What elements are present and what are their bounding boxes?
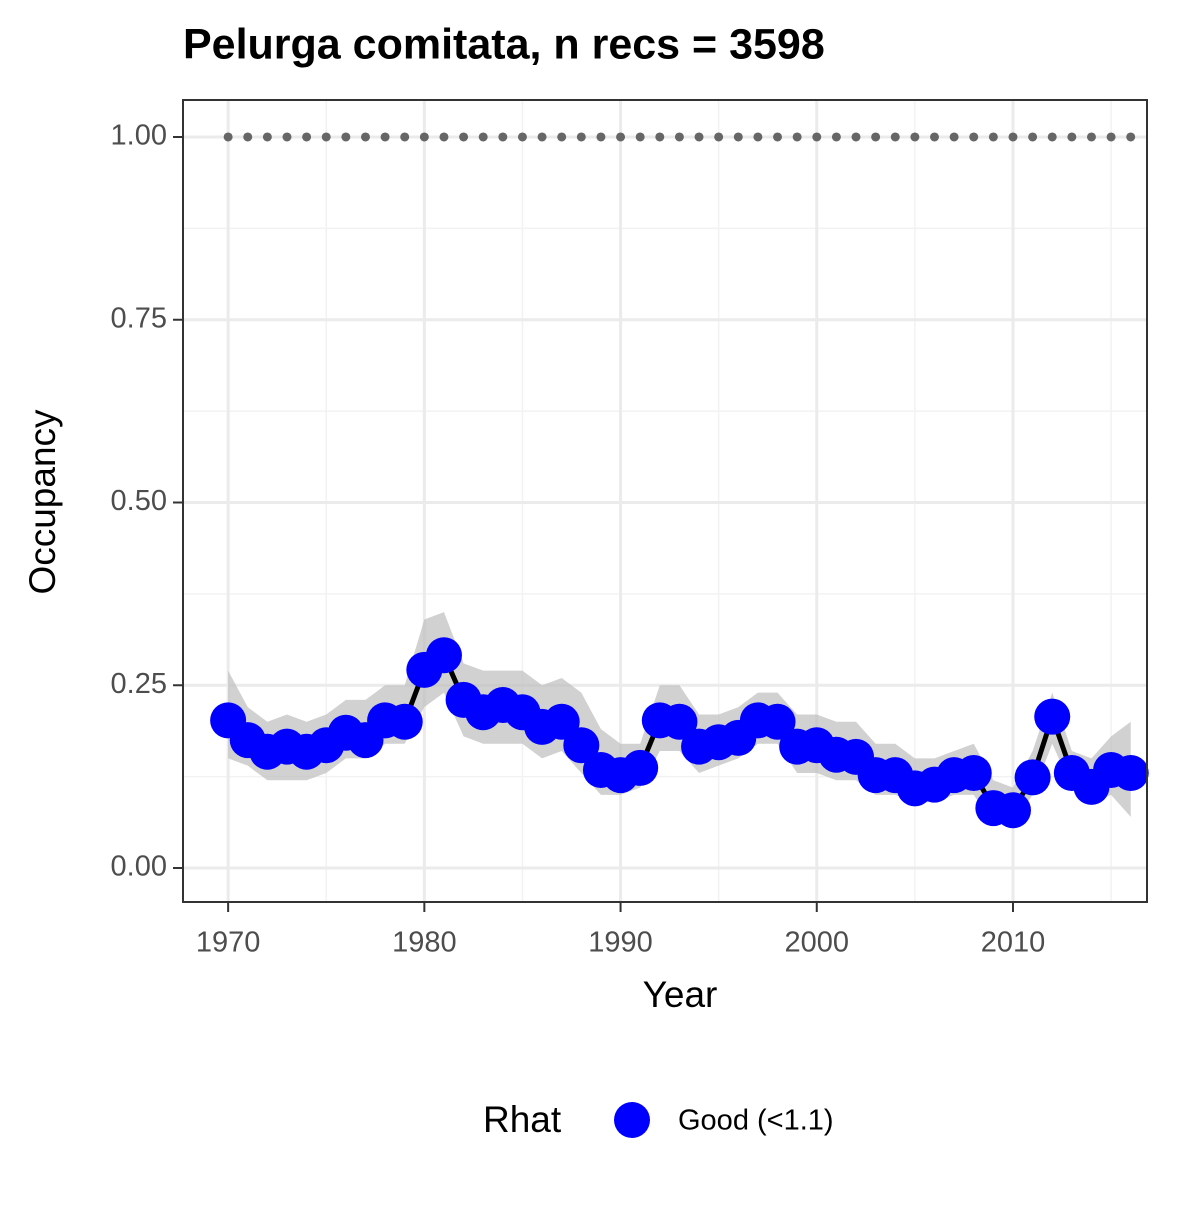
dotted-point [243, 132, 253, 142]
dotted-point [969, 132, 979, 142]
dotted-point [635, 132, 645, 142]
x-tick-label: 1980 [392, 927, 457, 959]
y-axis-label: Occupancy [22, 409, 63, 595]
dotted-point [576, 132, 586, 142]
x-axis-label: Year [643, 974, 718, 1015]
dotted-point [733, 132, 743, 142]
x-tick-label: 2000 [785, 927, 850, 959]
point [955, 754, 992, 791]
dotted-point [223, 132, 233, 142]
dotted-point [910, 132, 920, 142]
dotted-point [890, 132, 900, 142]
dotted-point [949, 132, 959, 142]
legend-title: Rhat [483, 1099, 562, 1140]
point [1034, 698, 1071, 735]
point [759, 703, 796, 740]
dotted-point [517, 132, 527, 142]
dotted-point [655, 132, 665, 142]
dotted-point [360, 132, 370, 142]
dotted-point [831, 132, 841, 142]
point [386, 703, 423, 740]
dotted-point [714, 132, 724, 142]
dotted-point [1106, 132, 1116, 142]
point [563, 727, 600, 764]
y-tick-label: 0.75 [111, 302, 167, 334]
dotted-point [988, 132, 998, 142]
dotted-point [812, 132, 822, 142]
y-tick-label: 0.50 [111, 485, 167, 517]
dotted-point [1028, 132, 1038, 142]
dotted-point [792, 132, 802, 142]
dotted-point [439, 132, 449, 142]
x-tick-label: 1970 [196, 927, 261, 959]
dotted-point [302, 132, 312, 142]
point [994, 792, 1031, 829]
dotted-point [341, 132, 351, 142]
dotted-point [380, 132, 390, 142]
dotted-point [871, 132, 881, 142]
y-tick-label: 0.25 [111, 668, 167, 700]
x-tick-label: 1990 [588, 927, 653, 959]
point [661, 703, 698, 740]
dotted-point [419, 132, 429, 142]
dotted-point [674, 132, 684, 142]
y-tick-label: 1.00 [111, 120, 167, 152]
dotted-point [1047, 132, 1057, 142]
dotted-point [596, 132, 606, 142]
legend-label: Good (<1.1) [678, 1105, 834, 1137]
legend-marker [614, 1102, 650, 1138]
point [1014, 759, 1051, 796]
dotted-point [1126, 132, 1136, 142]
dotted-point [753, 132, 763, 142]
dotted-point [694, 132, 704, 142]
dotted-point [851, 132, 861, 142]
x-tick-label: 2010 [981, 927, 1046, 959]
point [622, 749, 659, 786]
dotted-point [773, 132, 783, 142]
dotted-point [557, 132, 567, 142]
dotted-point [537, 132, 547, 142]
dotted-point [616, 132, 626, 142]
y-tick-label: 0.00 [111, 851, 167, 883]
dotted-point [930, 132, 940, 142]
dotted-point [262, 132, 272, 142]
dotted-point [1086, 132, 1096, 142]
dotted-point [1067, 132, 1077, 142]
dotted-point [282, 132, 292, 142]
plot-border [182, 99, 1148, 903]
dotted-point [498, 132, 508, 142]
dotted-point [478, 132, 488, 142]
point [425, 637, 462, 674]
point [1112, 754, 1149, 791]
dotted-point [459, 132, 469, 142]
dotted-point [400, 132, 410, 142]
dotted-point [321, 132, 331, 142]
chart-title: Pelurga comitata, n recs = 3598 [183, 20, 825, 68]
dotted-point [1008, 132, 1018, 142]
